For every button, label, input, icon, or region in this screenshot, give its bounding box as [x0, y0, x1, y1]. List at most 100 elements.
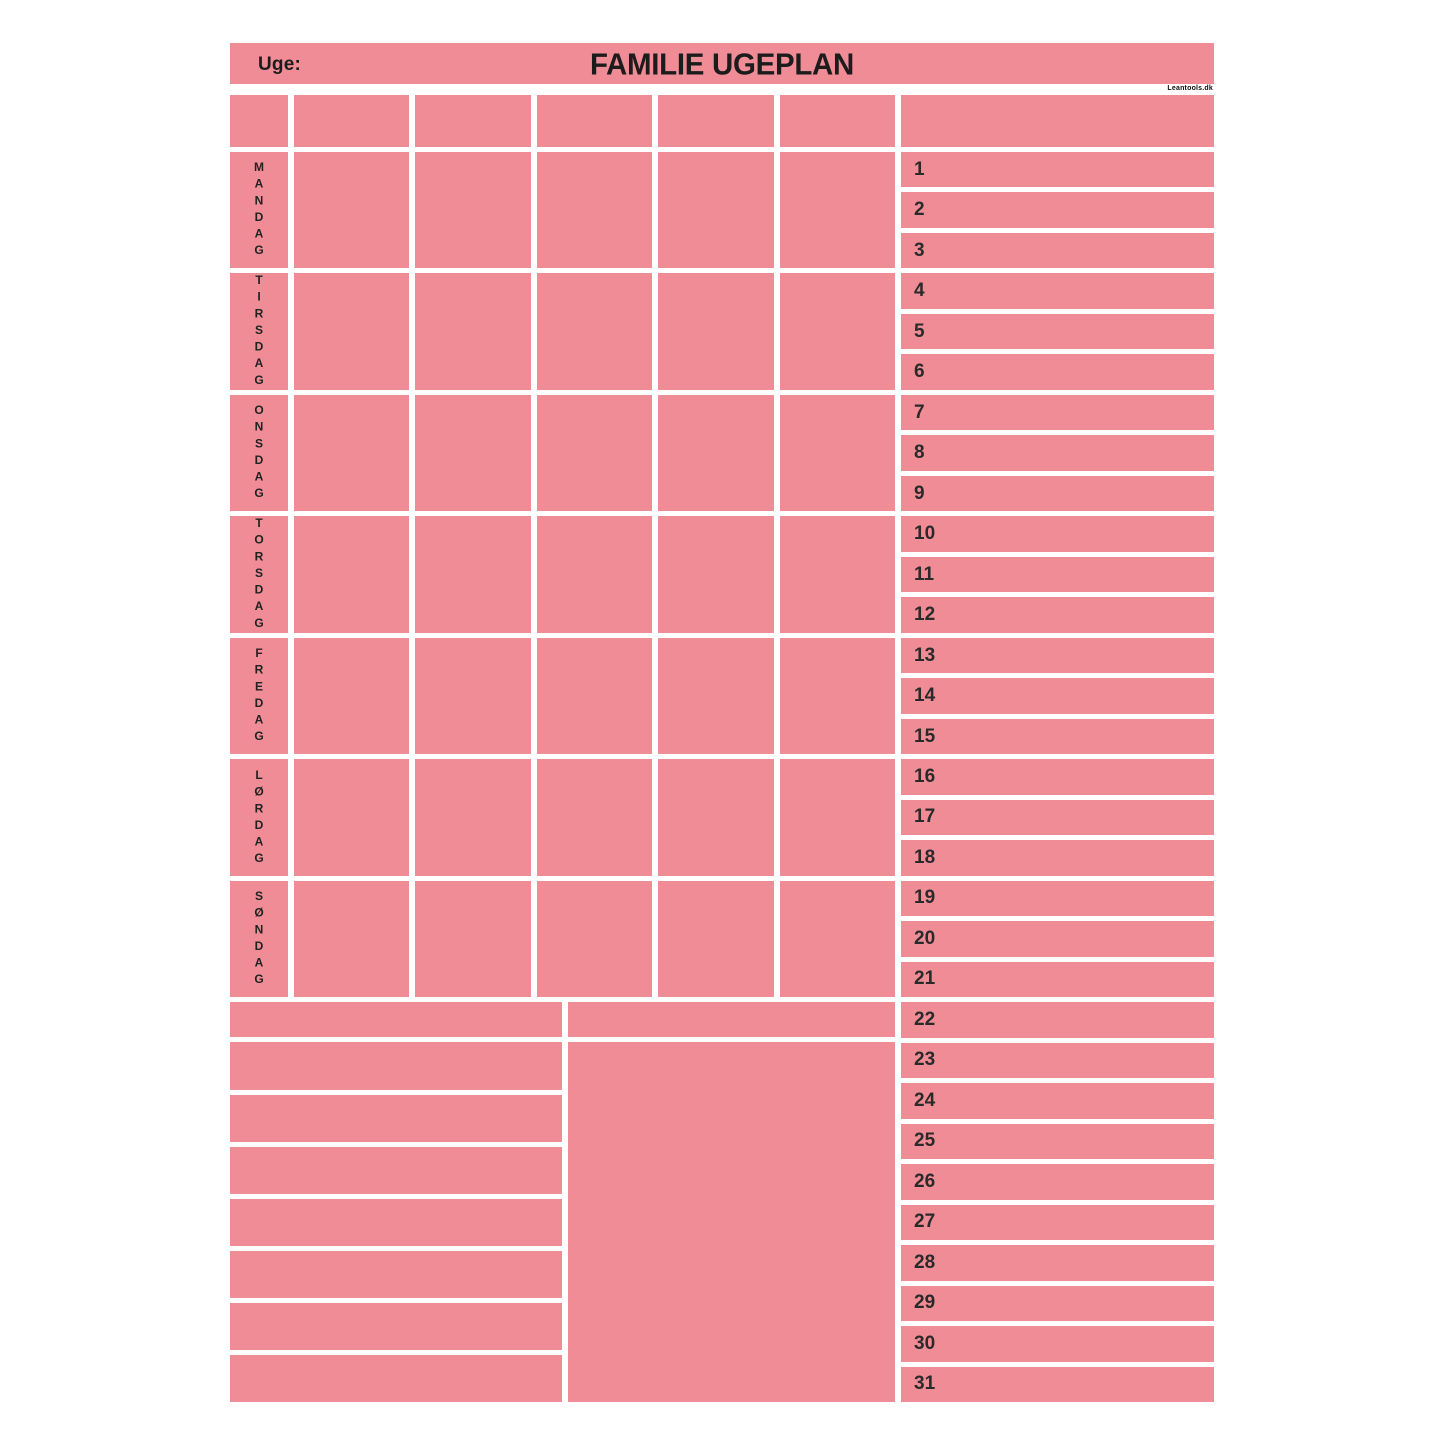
- activity-cell: [536, 637, 653, 755]
- activity-cell: [779, 516, 895, 633]
- header-dates-column-cell: [901, 95, 1214, 147]
- date-row-7: 7: [901, 394, 1214, 431]
- header-activity-cell: [415, 95, 531, 147]
- date-number: 21: [914, 968, 936, 990]
- title-bar: Uge: FAMILIE UGEPLAN: [230, 43, 1214, 84]
- date-row-5: 5: [901, 313, 1214, 350]
- date-row-13: 13: [901, 637, 1214, 674]
- date-row-6: 6: [901, 354, 1214, 390]
- date-row-9: 9: [901, 475, 1214, 512]
- brand-text: Leantools.dk: [1167, 85, 1213, 92]
- day-label-loerdag: LØRDAG: [230, 759, 288, 876]
- activity-cell: [536, 759, 653, 876]
- notes-line: [230, 1094, 562, 1142]
- date-row-8: 8: [901, 435, 1214, 471]
- date-number: 20: [914, 927, 936, 949]
- date-row-15: 15: [901, 718, 1214, 755]
- day-label-torsdag: TORSDAG: [230, 516, 288, 633]
- date-number: 3: [914, 239, 925, 261]
- date-number: 13: [914, 644, 936, 666]
- date-row-3: 3: [901, 232, 1214, 269]
- header-activity-cell: [536, 95, 653, 147]
- date-row-23: 23: [901, 1042, 1214, 1079]
- header-activity-cell: [294, 95, 410, 147]
- date-number: 19: [914, 887, 936, 909]
- date-number: 1: [914, 158, 925, 180]
- activity-cell: [779, 880, 895, 998]
- activity-cell: [415, 880, 531, 998]
- date-row-10: 10: [901, 516, 1214, 552]
- activity-cell: [779, 759, 895, 876]
- notes-line-first: [230, 1002, 562, 1038]
- date-number: 10: [914, 523, 936, 545]
- date-number: 2: [914, 199, 925, 221]
- activity-cell: [536, 394, 653, 512]
- date-number: 15: [914, 725, 936, 747]
- date-row-31: 31: [901, 1366, 1214, 1402]
- activity-cell: [415, 273, 531, 390]
- activity-cell: [536, 880, 653, 998]
- date-number: 26: [914, 1170, 936, 1192]
- activity-cell: [779, 273, 895, 390]
- date-number: 5: [914, 320, 925, 342]
- brand-row: Leantools.dk: [230, 84, 1214, 95]
- date-row-12: 12: [901, 597, 1214, 633]
- date-number: 4: [914, 280, 925, 302]
- notes-line: [230, 1198, 562, 1246]
- date-row-4: 4: [901, 273, 1214, 309]
- date-row-22: 22: [901, 1002, 1214, 1038]
- day-label-fredag: FREDAG: [230, 637, 288, 755]
- planner-grid: MANDAG TIRSDAG ONSDAG TORSDAG FREDAG LØRDAG SØ…: [230, 95, 1214, 1402]
- date-number: 31: [914, 1373, 936, 1395]
- date-number: 23: [914, 1049, 936, 1071]
- date-number: 16: [914, 765, 936, 787]
- date-number: 9: [914, 482, 925, 504]
- activity-cell: [536, 516, 653, 633]
- notes-line: [230, 1250, 562, 1298]
- notes-left-column: [230, 1002, 562, 1402]
- day-label-text: LØRDAG: [252, 767, 266, 868]
- family-week-planner: Uge: FAMILIE UGEPLAN Leantools.dk MANDAG…: [230, 43, 1214, 1402]
- date-row-19: 19: [901, 880, 1214, 917]
- activity-cell: [658, 516, 774, 633]
- date-row-11: 11: [901, 556, 1214, 593]
- date-row-20: 20: [901, 921, 1214, 957]
- date-number: 30: [914, 1332, 936, 1354]
- activity-cell: [294, 516, 410, 633]
- day-label-text: ONSDAG: [252, 403, 266, 504]
- notes-line-first: [568, 1002, 895, 1038]
- notes-line: [230, 1146, 562, 1194]
- day-label-text: TORSDAG: [252, 516, 266, 633]
- notes-line: [230, 1042, 562, 1090]
- day-label-mandag: MANDAG: [230, 152, 288, 269]
- activity-cell: [294, 880, 410, 998]
- day-label-text: TIRSDAG: [252, 273, 266, 390]
- header-activity-cell: [779, 95, 895, 147]
- day-label-text: FREDAG: [252, 646, 266, 746]
- date-number: 8: [914, 442, 925, 464]
- notes-line: [230, 1354, 562, 1402]
- activity-cell: [779, 394, 895, 512]
- day-label-onsdag: ONSDAG: [230, 394, 288, 512]
- date-number: 24: [914, 1089, 936, 1111]
- activity-cell: [779, 637, 895, 755]
- notes-section: [230, 1002, 895, 1402]
- date-number: 18: [914, 846, 936, 868]
- header-day-column-cell: [230, 95, 288, 147]
- notes-box: [568, 1042, 895, 1402]
- date-row-18: 18: [901, 840, 1214, 876]
- date-number: 14: [914, 685, 936, 707]
- activity-cell: [658, 152, 774, 269]
- activity-cell: [294, 152, 410, 269]
- activity-cell: [415, 759, 531, 876]
- activity-cell: [536, 273, 653, 390]
- date-row-26: 26: [901, 1164, 1214, 1200]
- date-number: 11: [914, 563, 935, 585]
- day-label-text: MANDAG: [252, 160, 266, 261]
- date-number: 7: [914, 401, 925, 423]
- date-row-21: 21: [901, 961, 1214, 998]
- activity-cell: [658, 394, 774, 512]
- date-row-16: 16: [901, 759, 1214, 795]
- date-row-27: 27: [901, 1204, 1214, 1241]
